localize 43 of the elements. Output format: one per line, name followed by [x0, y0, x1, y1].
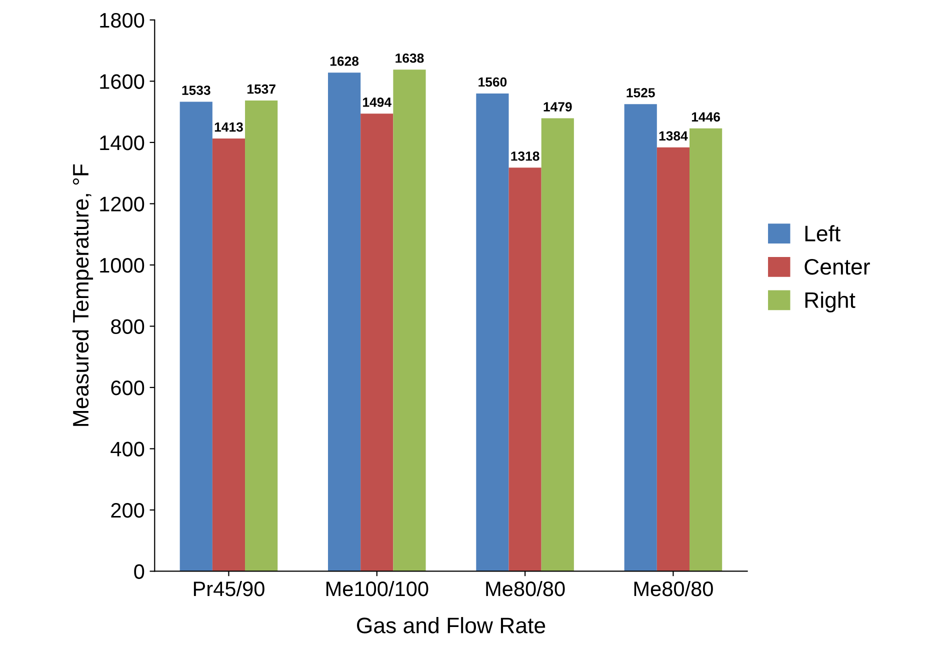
bar: [690, 128, 722, 572]
y-tick-label: 1600: [100, 74, 144, 89]
y-tick-label: 1000: [100, 258, 144, 273]
y-tick-label: 600: [111, 380, 144, 396]
y-tick-label: 0: [134, 564, 144, 579]
x-tick-label: Me80/80: [486, 580, 565, 596]
y-tick-label: 800: [111, 319, 144, 334]
bar: [476, 93, 509, 572]
bar: [245, 100, 278, 572]
y-tick-label: 400: [110, 442, 144, 456]
legend-label: Right: [805, 292, 856, 312]
x-tick-label: Pr45/90: [194, 580, 264, 596]
data-label: 1525: [626, 88, 655, 98]
data-label: 1537: [247, 84, 276, 94]
bar: [624, 104, 657, 572]
bar: [328, 72, 361, 572]
bar: [393, 70, 426, 572]
y-tick-label: 1400: [100, 135, 144, 150]
legend-label: Left: [805, 225, 840, 242]
data-label: 1494: [363, 98, 392, 107]
y-tick-label: 200: [111, 502, 144, 518]
data-label: 1628: [330, 56, 359, 66]
y-tick-label: 1200: [100, 196, 144, 212]
data-label: 1384: [659, 131, 688, 141]
x-tick-label: Me80/80: [634, 580, 713, 596]
bar: [360, 114, 394, 572]
data-label: 1560: [478, 77, 507, 87]
y-axis-title: Measured Temperature, °F: [72, 164, 94, 426]
data-label: 1413: [214, 122, 243, 132]
bar: [212, 138, 246, 572]
x-tick-label: Me100/100: [326, 580, 428, 596]
data-label: 1638: [396, 53, 424, 63]
bar: [656, 147, 690, 572]
data-label: 1446: [692, 112, 720, 122]
y-tick-label: 1800: [100, 12, 144, 28]
x-axis-title: Gas and Flow Rate: [356, 617, 546, 634]
data-label: 1533: [182, 86, 210, 95]
bar: [541, 118, 574, 572]
data-label: 1479: [544, 102, 572, 112]
bar: [180, 102, 212, 572]
legend-label: Center: [804, 258, 870, 275]
data-label: 1318: [511, 151, 540, 161]
bar: [508, 168, 542, 572]
